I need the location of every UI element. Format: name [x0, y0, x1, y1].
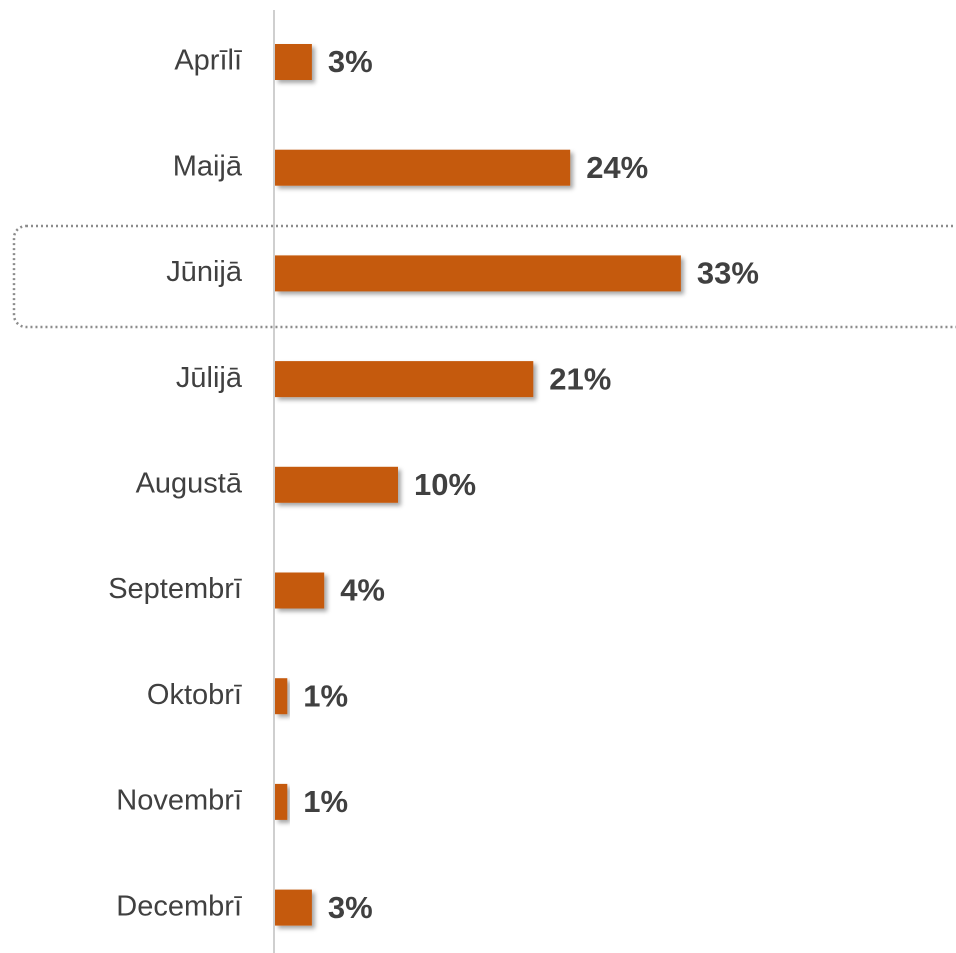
bar — [275, 44, 312, 80]
category-label: Aprīlī — [174, 45, 242, 77]
value-label: 4% — [340, 573, 385, 608]
category-label: Septembrī — [108, 573, 242, 605]
bar — [275, 466, 398, 503]
category-label: Augustā — [136, 467, 243, 499]
value-label: 33% — [697, 256, 759, 291]
bar — [275, 889, 312, 926]
category-label: Decembrī — [116, 890, 242, 922]
value-label: 24% — [586, 150, 648, 185]
category-label: Jūnijā — [166, 256, 243, 288]
category-label: Oktobrī — [147, 679, 242, 711]
bar — [275, 678, 288, 715]
value-label: 1% — [303, 784, 348, 819]
bar — [275, 149, 571, 186]
value-label: 10% — [414, 467, 476, 502]
value-label: 3% — [328, 44, 373, 79]
bar — [275, 361, 534, 398]
value-label: 21% — [549, 361, 611, 396]
value-label: 1% — [303, 678, 348, 713]
bar — [275, 572, 325, 609]
bar — [275, 783, 288, 820]
value-label: 3% — [328, 890, 373, 925]
category-label: Maijā — [173, 150, 243, 182]
category-label: Novembrī — [116, 785, 242, 817]
category-label: Jūlijā — [176, 362, 243, 394]
bar — [275, 255, 681, 292]
